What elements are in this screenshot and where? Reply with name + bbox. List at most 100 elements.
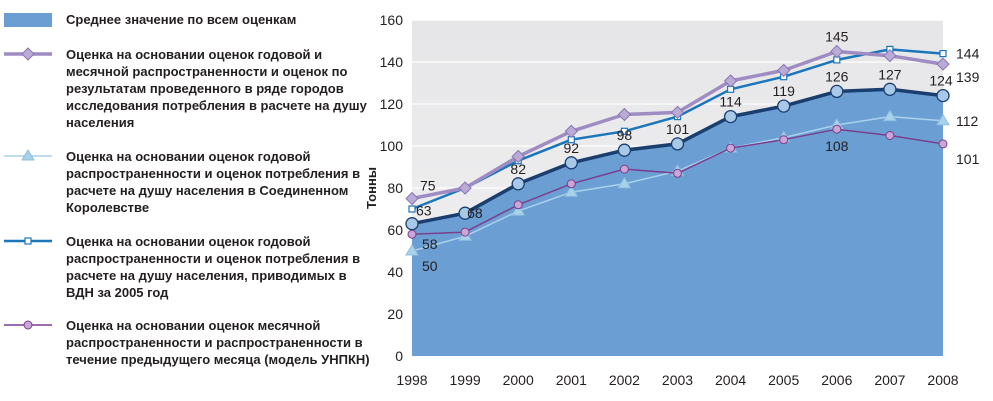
point-diamond-2006	[830, 44, 844, 59]
point-circle-2002	[619, 164, 629, 174]
legend-swatch-triangle	[4, 149, 52, 161]
y-tick-label: 80	[387, 180, 403, 196]
point-circle-1998	[407, 229, 417, 239]
data-labels: 63 68 82 92 98 101 114 119 126 127 124 75 145 139 50 11…	[416, 29, 980, 275]
y-tick-label: 60	[387, 222, 403, 238]
x-tick-label: 2008	[927, 372, 958, 388]
data-label-diamond-2008: 139	[956, 69, 980, 85]
point-square-2008	[939, 49, 947, 58]
data-label-average-2003: 101	[666, 121, 690, 137]
legend-swatch-circle	[4, 320, 52, 330]
data-label-average-2000: 82	[510, 161, 526, 177]
data-label-diamond-1998: 75	[420, 178, 436, 194]
point-diamond-2004	[723, 74, 738, 88]
data-label-triangle-1998: 50	[422, 258, 438, 274]
point-circle-2008	[938, 139, 948, 149]
x-tick-label: 2002	[609, 372, 640, 388]
y-tick-label: 100	[380, 138, 404, 154]
point-diamond-2005	[776, 63, 791, 78]
y-tick-label: 120	[380, 96, 404, 112]
point-triangle-2001	[564, 185, 579, 197]
data-label-average-1998: 63	[416, 203, 432, 219]
point-circle-2005	[779, 135, 789, 145]
data-label-average-2006: 126	[825, 68, 849, 84]
x-tick-label: 2000	[503, 372, 534, 388]
y-tick-label: 0	[395, 348, 403, 364]
point-circle-2001	[566, 179, 576, 189]
y-tick-label: 20	[387, 306, 403, 322]
data-label-average-2001: 92	[564, 140, 580, 156]
point-diamond-1999	[458, 181, 472, 195]
data-label-average-2002: 98	[617, 127, 633, 143]
point-area-2003	[670, 137, 685, 151]
area-layer	[412, 89, 943, 357]
point-square-2002	[620, 127, 628, 135]
x-tick-label: 2007	[874, 372, 905, 388]
point-area-2007	[883, 82, 897, 96]
point-circle-2006	[832, 124, 842, 134]
point-area-1999	[458, 206, 472, 220]
point-area-2005	[777, 99, 791, 113]
x-tick-label: 2006	[821, 372, 852, 388]
legend-label-combined: Оценка на основании оценок годовой и мес…	[66, 47, 367, 130]
data-label-average-2007: 127	[878, 66, 902, 82]
y-tick-label: 160	[380, 12, 404, 28]
point-circle-2003	[673, 168, 682, 178]
legend-label-wdr: Оценка на основании оценок годовой распр…	[66, 234, 361, 300]
legend-swatch-area	[4, 13, 52, 27]
data-label-circle-1998: 58	[422, 236, 438, 252]
data-label-average-2005: 119	[773, 83, 796, 99]
series-layer	[405, 44, 950, 256]
point-diamond-2002	[617, 107, 632, 122]
y-tick-label: 40	[387, 264, 403, 280]
data-label-circle-2006: 108	[825, 138, 849, 154]
point-area-2000	[511, 177, 525, 191]
point-area-2004	[723, 109, 738, 124]
area-average	[412, 89, 943, 357]
legend-swatch-diamond	[4, 47, 52, 61]
x-tick-label: 2005	[768, 372, 799, 388]
point-triangle-2008	[936, 113, 950, 126]
point-triangle-2007	[883, 109, 897, 122]
point-triangle-2002	[617, 176, 632, 189]
point-diamond-2007	[883, 48, 897, 63]
point-circle-2000	[513, 200, 523, 210]
point-square-1998	[408, 205, 416, 213]
point-triangle-1998	[405, 244, 419, 256]
point-diamond-2008	[936, 57, 950, 71]
point-area-2001	[564, 156, 578, 170]
x-tick-label: 2003	[662, 372, 693, 388]
point-area-2008	[936, 88, 950, 103]
data-label-square-2008: 144	[956, 46, 980, 62]
y-axis-label: Тонны	[364, 167, 379, 209]
point-diamond-2001	[564, 124, 579, 139]
legend-swatch-square	[4, 237, 52, 245]
point-circle-1999	[460, 227, 470, 237]
point-diamond-1998	[405, 191, 419, 206]
chart-legend: Среднее значение по всем оценкам Оценка …	[0, 0, 372, 401]
line-chart: 0 20 40 60 80 100 120 140 160 1998 1999 2000 2001 20…	[364, 12, 980, 388]
x-tick-label: 2004	[715, 372, 746, 388]
x-tick-label: 1998	[396, 372, 427, 388]
point-circle-2007	[885, 131, 895, 140]
x-tick-label: 1999	[450, 372, 481, 388]
point-diamond-2003	[670, 105, 685, 120]
point-triangle-2000	[511, 204, 526, 216]
legend-label-average: Среднее значение по всем оценкам	[66, 12, 297, 27]
legend-label-uk: Оценка на основании оценок годовой распр…	[66, 149, 361, 215]
point-diamond-2000	[511, 149, 525, 164]
x-tick-label: 2001	[556, 372, 587, 388]
point-circle-2004	[726, 143, 736, 153]
x-axis-ticks: 1998 1999 2000 2001 2002 2003 2004 2005 2006 2007…	[396, 372, 958, 388]
data-label-average-2008: 124	[929, 73, 953, 89]
data-label-average-2004: 114	[719, 94, 742, 110]
point-area-2002	[617, 143, 632, 157]
y-axis-ticks: 0 20 40 60 80 100 120 140 160	[380, 12, 404, 364]
point-area-1998	[405, 217, 419, 231]
legend-label-unodc-model: Оценка на основании оценок месячной расп…	[66, 318, 370, 367]
point-area-2006	[830, 84, 844, 99]
data-label-average-1999: 68	[467, 205, 483, 221]
data-label-circle-2008: 101	[956, 151, 980, 167]
y-tick-label: 140	[380, 54, 404, 70]
data-label-triangle-2008: 112	[956, 113, 979, 129]
